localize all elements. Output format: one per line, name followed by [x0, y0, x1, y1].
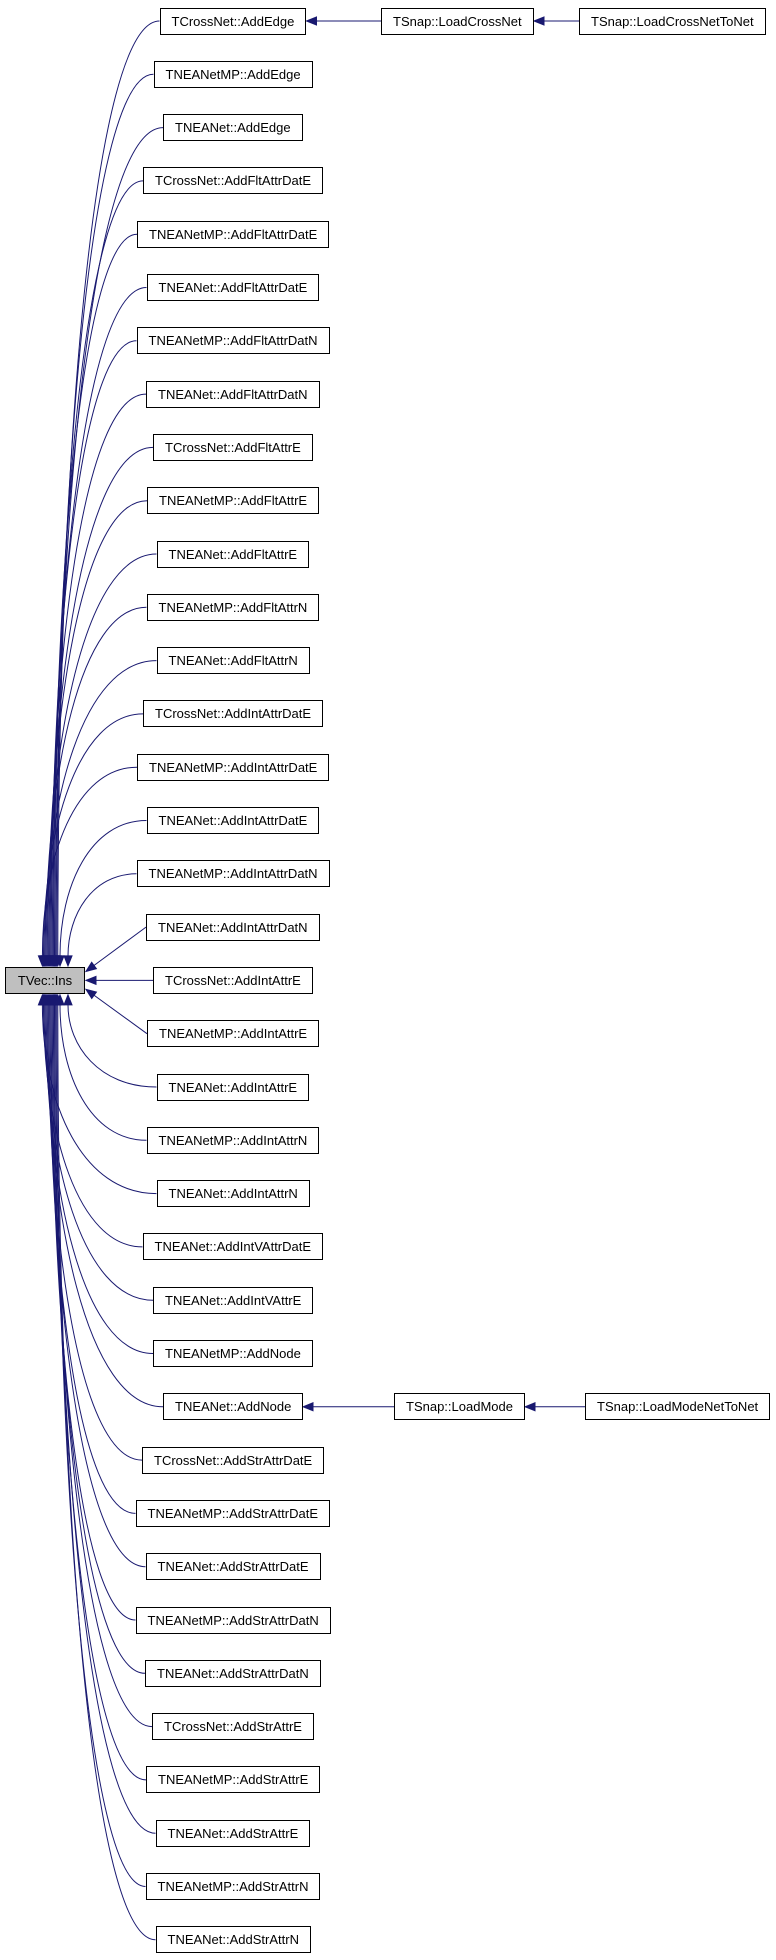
node-tcrossnet-addstrattrdate[interactable]: TCrossNet::AddStrAttrDatE — [142, 1446, 325, 1474]
node-tneanetmp-addnode[interactable]: TNEANetMP::AddNode — [153, 1340, 313, 1367]
node-tneanetmp-addintattrdatn[interactable]: TNEANetMP::AddIntAttrDatN — [136, 860, 330, 888]
edge — [43, 1004, 143, 1248]
edge — [41, 766, 138, 956]
node-tcrossnet-addstrattre[interactable]: TCrossNet::AddStrAttrE — [152, 1713, 314, 1741]
edge — [48, 446, 154, 956]
node-tneanet-addstrattrdatn[interactable]: TNEANet::AddStrAttrDatN — [145, 1659, 321, 1687]
arrowhead-icon — [37, 955, 48, 968]
node-tneanet-addstrattrn[interactable]: TNEANet::AddStrAttrN — [155, 1926, 311, 1954]
node-tneanetmp-addstrattrn[interactable]: TNEANetMP::AddStrAttrN — [145, 1873, 321, 1900]
node-tneanet-addfltattrdatn[interactable]: TNEANet::AddFltAttrDatN — [146, 380, 320, 408]
node-tneanetmp-addintattrdate[interactable]: TNEANetMP::AddIntAttrDatE — [137, 753, 330, 781]
node-tneanet-addfltattrn[interactable]: TNEANet::AddFltAttrN — [156, 647, 310, 675]
arrowhead-icon — [63, 955, 73, 968]
node-tsnap-loadmode[interactable]: TSnap::LoadMode — [394, 1393, 525, 1421]
node-tneanet-addedge[interactable]: TNEANet::AddEdge — [163, 114, 303, 142]
node-tneanet-addintattre[interactable]: TNEANet::AddIntAttrE — [156, 1073, 310, 1101]
node-tneanet-addintvattre[interactable]: TNEANet::AddIntVAttrE — [153, 1286, 314, 1314]
arrowhead-icon — [523, 1402, 536, 1412]
arrowhead-icon — [301, 1402, 314, 1412]
arrowhead-icon — [532, 16, 545, 26]
arrowhead-icon — [84, 961, 98, 973]
node-tsnap-loadmodenettonet[interactable]: TSnap::LoadModeNetToNet — [585, 1393, 771, 1421]
node-tneanet-addstrattre[interactable]: TNEANet::AddStrAttrE — [155, 1819, 311, 1847]
node-tcrossnet-addfltattre[interactable]: TCrossNet::AddFltAttrE — [153, 433, 313, 461]
node-tneanetmp-addstrattrdate[interactable]: TNEANetMP::AddStrAttrDatE — [135, 1499, 330, 1527]
arrowhead-icon — [53, 993, 63, 1006]
edge — [67, 873, 137, 956]
arrowhead-icon — [63, 993, 73, 1006]
node-tneanetmp-addfltattre[interactable]: TNEANetMP::AddFltAttrE — [147, 487, 320, 515]
node-tneanetmp-addintattrn[interactable]: TNEANetMP::AddIntAttrN — [146, 1126, 320, 1154]
arrowhead-icon — [55, 955, 65, 968]
node-tneanetmp-addedge[interactable]: TNEANetMP::AddEdge — [153, 60, 313, 88]
node-tneanetmp-addintattre[interactable]: TNEANetMP::AddIntAttrE — [147, 1020, 320, 1048]
edge — [57, 20, 160, 956]
node-tsnap-loadcrossnettonet[interactable]: TSnap::LoadCrossNetToNet — [579, 7, 766, 35]
edge — [52, 233, 138, 956]
edge — [56, 73, 154, 956]
node-tneanet-addintvattrdate[interactable]: TNEANet::AddIntVAttrDatE — [142, 1233, 324, 1261]
node-tneanetmp-addstrattrdatn[interactable]: TNEANetMP::AddStrAttrDatN — [135, 1606, 331, 1634]
edge — [45, 1004, 154, 1354]
edge — [48, 1004, 136, 1514]
node-tneanet-addintattrdate[interactable]: TNEANet::AddIntAttrDatE — [146, 807, 320, 834]
edge — [50, 1004, 136, 1621]
edge — [85, 926, 147, 972]
edge — [54, 1004, 147, 1781]
edge — [50, 340, 137, 956]
node-tneanet-addintattrn[interactable]: TNEANet::AddIntAttrN — [156, 1180, 310, 1208]
node-tcrossnet-addfltattrdate[interactable]: TCrossNet::AddFltAttrDatE — [143, 167, 324, 195]
edge — [59, 820, 147, 956]
edge — [85, 988, 148, 1035]
edge — [57, 1004, 156, 1941]
edge — [49, 393, 147, 956]
node-tcrossnet-addintattre[interactable]: TCrossNet::AddIntAttrE — [153, 966, 313, 994]
node-tcrossnet-addedge[interactable]: TCrossNet::AddEdge — [159, 7, 307, 35]
edge — [51, 1004, 146, 1674]
edge — [52, 1004, 153, 1728]
node-tneanetmp-addstrattre[interactable]: TNEANetMP::AddStrAttrE — [146, 1766, 321, 1794]
arrowhead-icon — [84, 975, 97, 986]
node-tcrossnet-addintattrdate[interactable]: TCrossNet::AddIntAttrDatE — [143, 700, 324, 728]
edge — [67, 1004, 157, 1088]
arrowhead-icon — [84, 988, 98, 1000]
node-tneanet-addfltattrdate[interactable]: TNEANet::AddFltAttrDatE — [146, 274, 320, 301]
node-tvec-ins: TVec::Ins — [5, 966, 85, 994]
node-tsnap-loadcrossnet[interactable]: TSnap::LoadCrossNet — [381, 7, 534, 35]
node-tneanetmp-addfltattrn[interactable]: TNEANetMP::AddFltAttrN — [146, 593, 320, 621]
node-tneanetmp-addfltattrdatn[interactable]: TNEANetMP::AddFltAttrDatN — [136, 327, 330, 355]
node-tneanet-addintattrdatn[interactable]: TNEANet::AddIntAttrDatN — [146, 913, 320, 941]
edge — [46, 1004, 164, 1408]
node-tneanet-addfltattre[interactable]: TNEANet::AddFltAttrE — [156, 540, 310, 568]
edge — [56, 1004, 146, 1887]
arrowhead-icon — [305, 16, 317, 26]
edge — [49, 1004, 146, 1568]
node-tneanetmp-addfltattrdate[interactable]: TNEANetMP::AddFltAttrDatE — [137, 220, 330, 248]
node-tneanet-addstrattrdate[interactable]: TNEANet::AddStrAttrDatE — [145, 1553, 321, 1581]
node-tneanet-addnode[interactable]: TNEANet::AddNode — [163, 1393, 304, 1421]
edge — [59, 1004, 147, 1141]
